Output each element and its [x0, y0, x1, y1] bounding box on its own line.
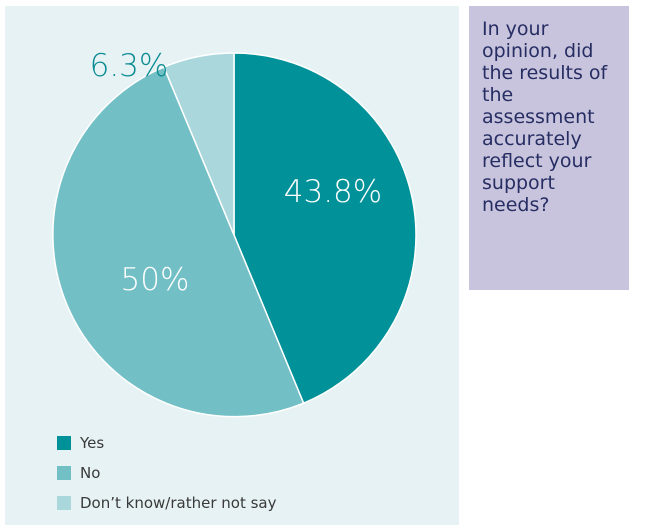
survey-question: In your opinion, did the results of the …: [482, 18, 608, 216]
pie-slice-yes: [233, 52, 417, 405]
legend-item-yes: Yes: [57, 428, 276, 458]
pie-chart: 43.8% 50% 6.3%: [52, 48, 417, 418]
slice-label-yes: 43.8%: [284, 174, 382, 210]
question-box: In your opinion, did the results of the …: [469, 6, 629, 290]
slice-label-no: 50%: [121, 262, 190, 298]
legend-label: No: [80, 464, 101, 482]
legend-swatch: [57, 436, 71, 450]
legend-label: Don’t know/rather not say: [80, 494, 277, 512]
chart-legend: Yes No Don’t know/rather not say: [57, 428, 276, 518]
pie-chart-panel: 43.8% 50% 6.3% Yes No Don’t know/rather not …: [5, 6, 459, 525]
pie-slice-no: [52, 66, 305, 418]
legend-label: Yes: [80, 434, 105, 452]
legend-swatch: [57, 466, 71, 480]
legend-swatch: [57, 496, 71, 510]
legend-item-don-t-know-rather-not-say: Don’t know/rather not say: [57, 488, 276, 518]
pie-slice-don-t-know-rather-not-say: [162, 52, 235, 236]
slice-label-don-t-know-rather-not-say: 6.3%: [90, 48, 169, 84]
legend-item-no: No: [57, 458, 276, 488]
